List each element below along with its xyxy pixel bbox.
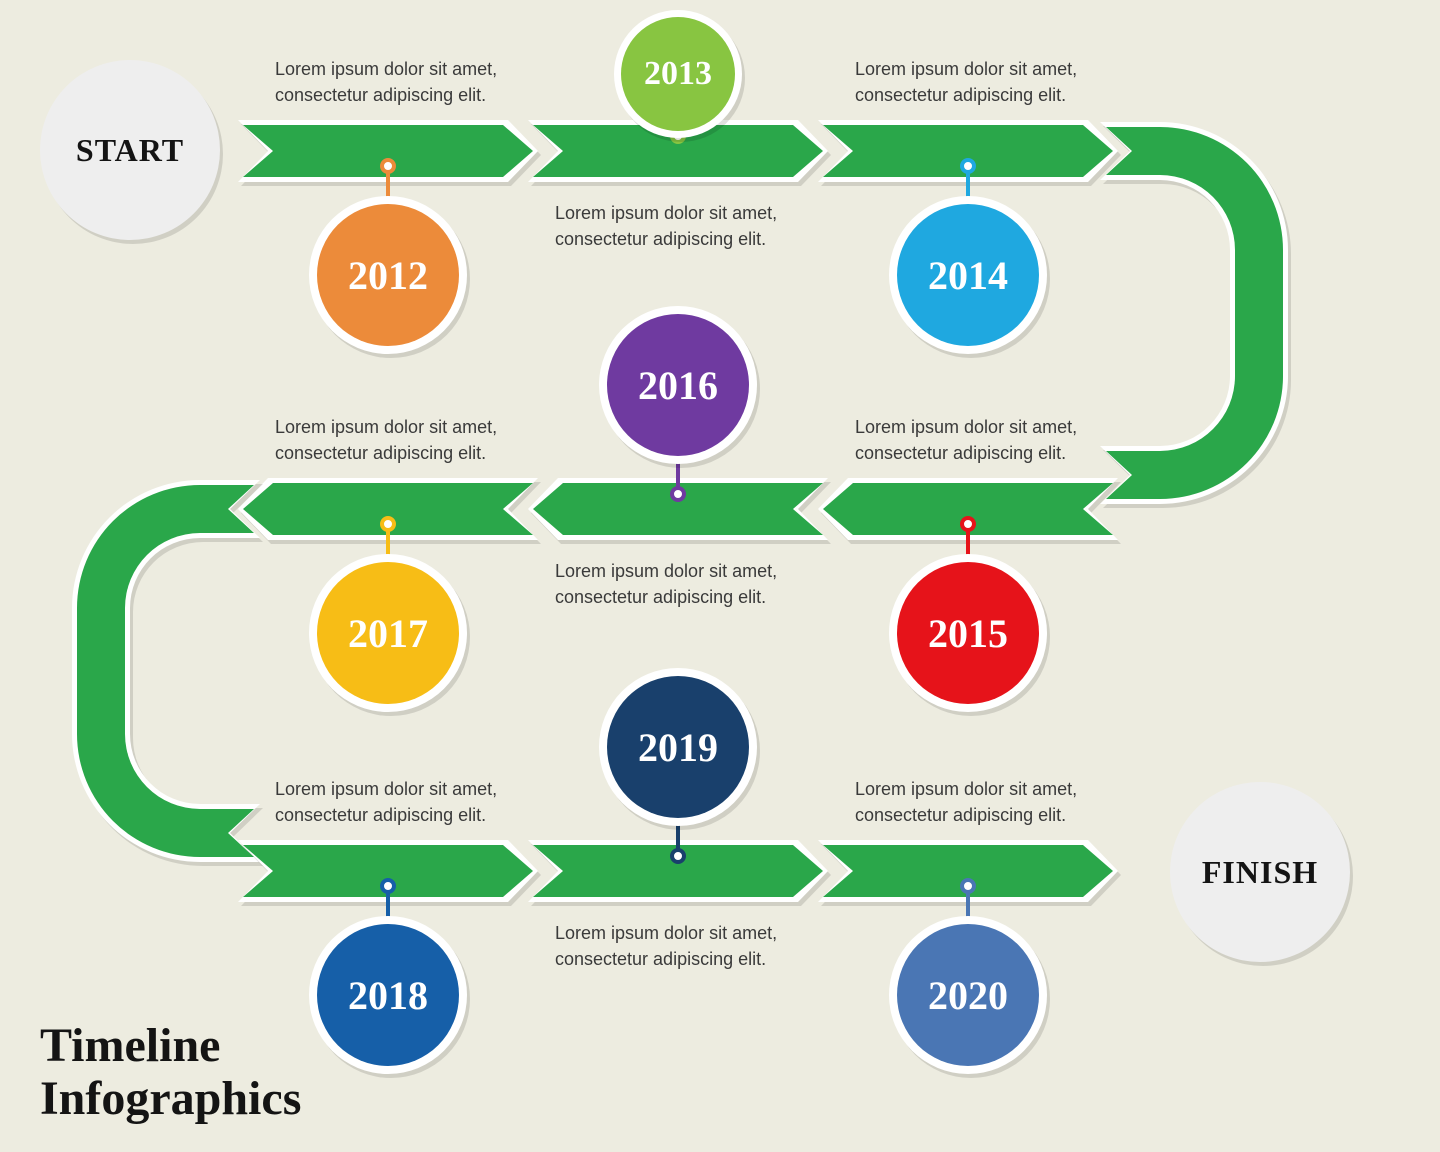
year-2016: 2016 <box>638 362 718 409</box>
caption-2013: Lorem ipsum dolor sit amet, consectetur … <box>555 200 855 252</box>
finish-label: FINISH <box>1202 854 1318 891</box>
curve-left <box>10 476 260 866</box>
bubble-2019: 2019 <box>599 668 757 826</box>
start-circle: START <box>40 60 220 240</box>
dot-2016 <box>670 486 686 502</box>
dot-2019 <box>670 848 686 864</box>
dot-2018 <box>380 878 396 894</box>
caption-2016: Lorem ipsum dolor sit amet, consectetur … <box>555 558 855 610</box>
year-2018: 2018 <box>348 972 428 1019</box>
bubble-2012: 2012 <box>309 196 467 354</box>
year-2014: 2014 <box>928 252 1008 299</box>
dot-2014 <box>960 158 976 174</box>
title-line2: Infographics <box>40 1072 301 1125</box>
year-2020: 2020 <box>928 972 1008 1019</box>
bubble-2013: 2013 <box>614 10 742 138</box>
year-2019: 2019 <box>638 724 718 771</box>
year-2017: 2017 <box>348 610 428 657</box>
start-label: START <box>76 132 184 169</box>
year-2015: 2015 <box>928 610 1008 657</box>
dot-2012 <box>380 158 396 174</box>
dot-2017 <box>380 516 396 532</box>
bubble-2015: 2015 <box>889 554 1047 712</box>
title-line1: Timeline <box>40 1019 220 1072</box>
finish-circle: FINISH <box>1170 782 1350 962</box>
bubble-2014: 2014 <box>889 196 1047 354</box>
caption-2019: Lorem ipsum dolor sit amet, consectetur … <box>555 920 855 972</box>
caption-2015: Lorem ipsum dolor sit amet, consectetur … <box>855 414 1155 466</box>
infographic-title: Timeline Infographics <box>40 1020 301 1126</box>
bubble-2020: 2020 <box>889 916 1047 1074</box>
year-2013: 2013 <box>644 55 712 93</box>
bubble-2017: 2017 <box>309 554 467 712</box>
bubble-2018: 2018 <box>309 916 467 1074</box>
timeline-stage: START FINISH 2012 Lorem ipsum dolor sit … <box>0 0 1440 1152</box>
caption-2017: Lorem ipsum dolor sit amet, consectetur … <box>275 414 575 466</box>
dot-2015 <box>960 516 976 532</box>
bubble-2016: 2016 <box>599 306 757 464</box>
caption-2020: Lorem ipsum dolor sit amet, consectetur … <box>855 776 1155 828</box>
caption-2018: Lorem ipsum dolor sit amet, consectetur … <box>275 776 575 828</box>
caption-2012: Lorem ipsum dolor sit amet, consectetur … <box>275 56 575 108</box>
dot-2020 <box>960 878 976 894</box>
year-2012: 2012 <box>348 252 428 299</box>
caption-2014: Lorem ipsum dolor sit amet, consectetur … <box>855 56 1155 108</box>
